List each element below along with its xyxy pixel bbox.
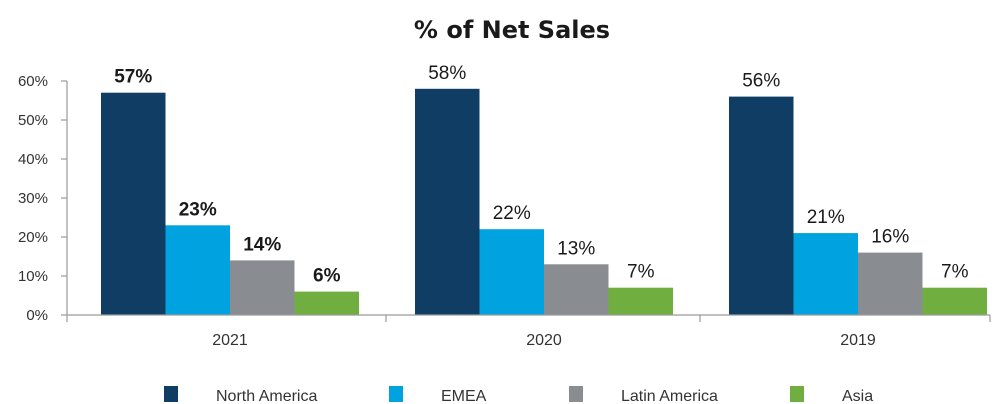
bar <box>608 287 673 315</box>
legend-label: Latin America <box>621 388 718 404</box>
y-tick-label: 10% <box>18 268 48 285</box>
legend-item: Asia <box>790 386 873 404</box>
legend-swatch <box>164 386 178 402</box>
data-label: 21% <box>807 207 845 228</box>
legend-item: Latin America <box>569 386 718 404</box>
data-label: 57% <box>114 67 152 88</box>
legend-swatch <box>790 386 804 402</box>
bar <box>793 233 858 315</box>
y-tick-label: 40% <box>18 151 48 168</box>
y-tick-label: 30% <box>18 190 48 207</box>
legend-label: Asia <box>842 388 873 404</box>
category-label: 2020 <box>526 332 562 349</box>
data-label: 22% <box>493 203 531 224</box>
data-label: 7% <box>627 262 655 283</box>
bar <box>165 225 230 315</box>
bar <box>101 92 166 315</box>
y-tick-label: 60% <box>18 73 48 90</box>
y-tick-label: 50% <box>18 112 48 129</box>
legend: North America EMEA Latin America Asia <box>164 386 873 404</box>
bar <box>294 291 359 315</box>
data-label: 56% <box>742 71 780 92</box>
bars <box>101 88 987 315</box>
y-tick-label: 0% <box>26 307 48 324</box>
data-labels: 57% 23% 14% 6% 58% 22% 13% 7% 56% 21% 16% 7% <box>114 63 968 287</box>
bar <box>729 96 794 315</box>
bar <box>479 229 544 315</box>
legend-swatch <box>389 386 403 402</box>
legend-label: EMEA <box>441 388 487 404</box>
data-label: 23% <box>179 199 217 220</box>
bar <box>230 260 295 315</box>
legend-swatch <box>569 386 583 402</box>
category-label: 2019 <box>840 332 876 349</box>
x-axis: 2021 2020 2019 <box>66 314 991 349</box>
chart-title: % of Net Sales <box>414 16 610 44</box>
legend-label: North America <box>216 388 317 404</box>
bar <box>922 287 987 315</box>
data-label: 16% <box>871 227 909 248</box>
data-label: 13% <box>557 238 595 259</box>
category-label: 2021 <box>212 332 248 349</box>
data-label: 14% <box>243 234 281 255</box>
legend-item: EMEA <box>389 386 487 404</box>
data-label: 6% <box>313 266 341 287</box>
y-tick-label: 20% <box>18 229 48 246</box>
data-label: 58% <box>428 63 466 84</box>
data-label: 7% <box>941 262 969 283</box>
bar <box>544 264 609 315</box>
bar <box>415 88 480 315</box>
bar <box>858 252 923 315</box>
legend-item: North America <box>164 386 317 404</box>
y-axis: 0% 10% 20% 30% 40% 50% 60% <box>18 73 68 324</box>
